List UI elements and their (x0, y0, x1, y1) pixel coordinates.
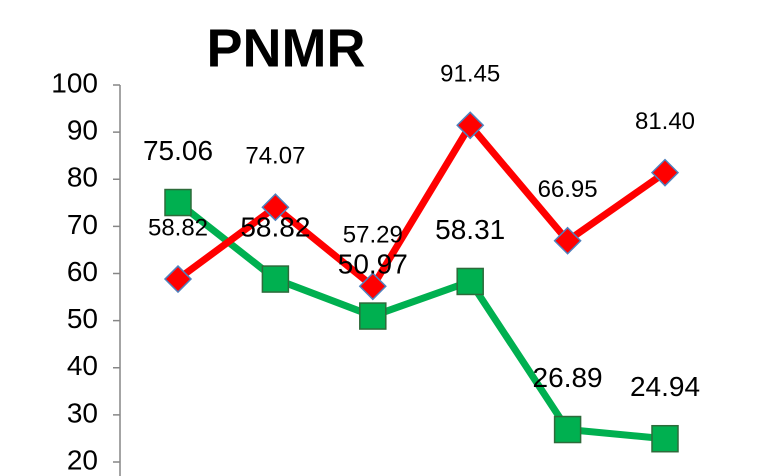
data-label: 58.82 (240, 211, 310, 242)
y-tick-label: 80 (67, 162, 98, 193)
marker (261, 193, 290, 222)
data-label: 24.94 (630, 371, 700, 402)
data-label: 57.29 (343, 222, 403, 249)
marker (456, 111, 485, 140)
data-label: 66.95 (538, 176, 598, 203)
marker (164, 188, 192, 217)
y-tick-label: 100 (51, 67, 98, 98)
data-label: 58.82 (148, 214, 208, 241)
marker (651, 424, 679, 453)
series-line (175, 121, 668, 290)
data-label: 75.06 (143, 135, 213, 166)
marker (163, 265, 193, 294)
data-label: 91.45 (440, 61, 500, 88)
marker (359, 302, 387, 330)
data-label: 50.97 (338, 248, 408, 279)
data-label: 58.31 (435, 214, 505, 245)
y-tick-label: 70 (67, 209, 98, 240)
y-tick-label: 90 (67, 115, 98, 146)
y-tick-label: 60 (67, 256, 98, 287)
y-tick-label: 40 (67, 350, 98, 381)
y-tick-label: 30 (67, 397, 98, 428)
y-tick-label: 50 (67, 303, 98, 334)
marker (358, 272, 387, 301)
data-label: 26.89 (533, 362, 603, 393)
marker (553, 226, 582, 255)
y-tick-label: 20 (67, 444, 98, 475)
marker (456, 267, 484, 296)
marker (553, 415, 582, 444)
chart-title: PNMR (207, 18, 366, 78)
data-label: 74.07 (245, 143, 305, 170)
series-line (175, 199, 666, 443)
marker (650, 158, 680, 187)
data-label: 81.40 (635, 108, 695, 135)
marker (261, 265, 290, 293)
